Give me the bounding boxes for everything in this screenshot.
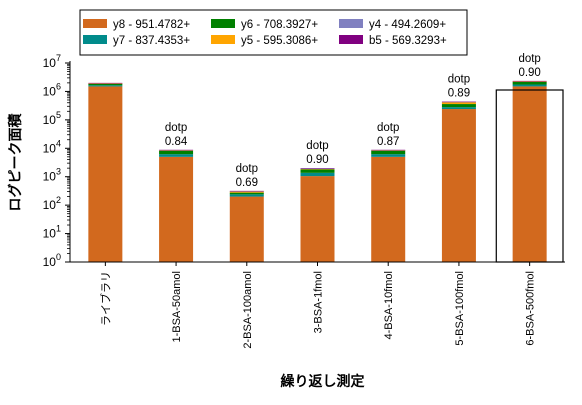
bar-6-series-2[interactable] — [441, 107, 476, 110]
y-tick-label-3: 103 — [43, 167, 61, 184]
bar-5-series-2[interactable] — [371, 154, 406, 157]
bar-1-series-1[interactable] — [88, 86, 123, 262]
y-tick-label-1: 101 — [43, 224, 61, 241]
x-axis-title: 繰り返し測定 — [281, 373, 365, 389]
bar-5-series-4[interactable] — [371, 150, 406, 151]
bar-1-series-3[interactable] — [88, 83, 123, 86]
bar-2-series-6[interactable] — [159, 149, 194, 151]
legend-swatch-5 — [339, 19, 363, 28]
bar-7-series-3[interactable] — [512, 81, 547, 85]
x-category-label-7: 6-BSA-500fmol — [525, 271, 537, 346]
y-tick-label-4: 104 — [43, 138, 61, 155]
bar-4-series-1[interactable] — [300, 176, 335, 262]
dotp-value-5: 0.89 — [448, 88, 470, 100]
y-tick-label-6: 106 — [43, 81, 61, 98]
bar-3-series-5[interactable] — [229, 191, 264, 192]
dotp-value-6: 0.90 — [518, 67, 540, 79]
bar-7-series-2[interactable] — [512, 84, 547, 87]
legend-swatch-2 — [83, 35, 107, 44]
bar-3-series-1[interactable] — [229, 196, 264, 262]
legend: y8 - 951.4782+ y7 - 837.4353+ y6 - 708.392… — [79, 9, 468, 56]
x-category-label-3: 2-BSA-100amol — [242, 271, 254, 349]
legend-label-1: y8 - 951.4782+ — [113, 19, 190, 31]
bar-6-series-4[interactable] — [441, 102, 476, 105]
x-category-label-4: 3-BSA-1fmol — [313, 271, 325, 333]
legend-swatch-4 — [211, 35, 235, 44]
bar-2-series-4[interactable] — [159, 150, 194, 151]
bar-7-series-6[interactable] — [512, 80, 547, 82]
y-tick-label-7: 107 — [43, 53, 61, 70]
bar-7-series-1[interactable] — [512, 86, 547, 262]
bar-6-series-6[interactable] — [441, 101, 476, 103]
legend-swatch-1 — [83, 19, 107, 28]
bar-5-series-3[interactable] — [371, 150, 406, 155]
y-tick-label-5: 105 — [43, 110, 61, 127]
dotp-value-4: 0.87 — [377, 136, 399, 148]
bar-6-series-3[interactable] — [441, 104, 476, 108]
bar-3-series-4[interactable] — [229, 191, 264, 193]
x-category-label-6: 5-BSA-100fmol — [454, 271, 466, 346]
bar-2-series-2[interactable] — [159, 154, 194, 157]
bar-4-series-3[interactable] — [300, 169, 335, 173]
bar-4-series-5[interactable] — [300, 168, 335, 170]
bar-2-series-1[interactable] — [159, 156, 194, 262]
bar-5-series-6[interactable] — [371, 149, 406, 151]
bar-1-series-4[interactable] — [88, 83, 123, 85]
dotp-label-3: dotp — [306, 140, 328, 152]
bar-6-series-1[interactable] — [441, 109, 476, 262]
legend-box — [79, 9, 468, 56]
legend-label-6: b5 - 569.3293+ — [369, 35, 447, 47]
legend-swatch-6 — [339, 35, 363, 44]
bar-3-series-2[interactable] — [229, 194, 264, 197]
bar-3-series-6[interactable] — [229, 190, 264, 192]
dotp-label-1: dotp — [165, 122, 187, 134]
y-tick-label-0: 100 — [43, 252, 61, 269]
y-tick-label-2: 102 — [43, 195, 61, 212]
dotp-value-3: 0.90 — [306, 154, 328, 166]
plot-area: dotp 0.84 dotp 0.69 dotp 0.90 dotp 0.87 dotp 0.89… — [88, 53, 564, 263]
x-category-label-5: 4-BSA-10fmol — [383, 271, 395, 339]
axes: 100 101 102 103 104 105 106 107 ライブラリ 1-BSA-50amo… — [7, 53, 565, 389]
x-category-label-1: ライブラリ — [98, 271, 112, 326]
dotp-value-1: 0.84 — [165, 136, 188, 148]
legend-label-4: y5 - 595.3086+ — [241, 35, 318, 47]
dotp-label-6: dotp — [518, 53, 540, 65]
bar-4-series-6[interactable] — [300, 168, 335, 169]
y-axis-title: ログピーク面積 — [7, 113, 23, 212]
bar-7-series-4[interactable] — [512, 81, 547, 82]
x-category-label-2: 1-BSA-50amol — [171, 271, 183, 343]
bar-2-series-3[interactable] — [159, 150, 194, 155]
legend-label-5: y4 - 494.2609+ — [369, 19, 446, 31]
bar-1-series-6[interactable] — [88, 82, 123, 84]
dotp-label-2: dotp — [236, 163, 258, 175]
dotp-label-4: dotp — [377, 122, 399, 134]
bar-3-series-3[interactable] — [229, 192, 264, 195]
legend-swatch-3 — [211, 19, 235, 28]
bar-4-series-2[interactable] — [300, 172, 335, 177]
legend-label-2: y7 - 837.4353+ — [113, 35, 190, 47]
bar-5-series-1[interactable] — [371, 156, 406, 262]
bar-4-series-4[interactable] — [300, 168, 335, 170]
dotp-value-2: 0.69 — [236, 177, 258, 189]
legend-label-3: y6 - 708.3927+ — [241, 19, 318, 31]
bar-1-series-2[interactable] — [88, 85, 123, 87]
dotp-label-5: dotp — [448, 74, 470, 86]
